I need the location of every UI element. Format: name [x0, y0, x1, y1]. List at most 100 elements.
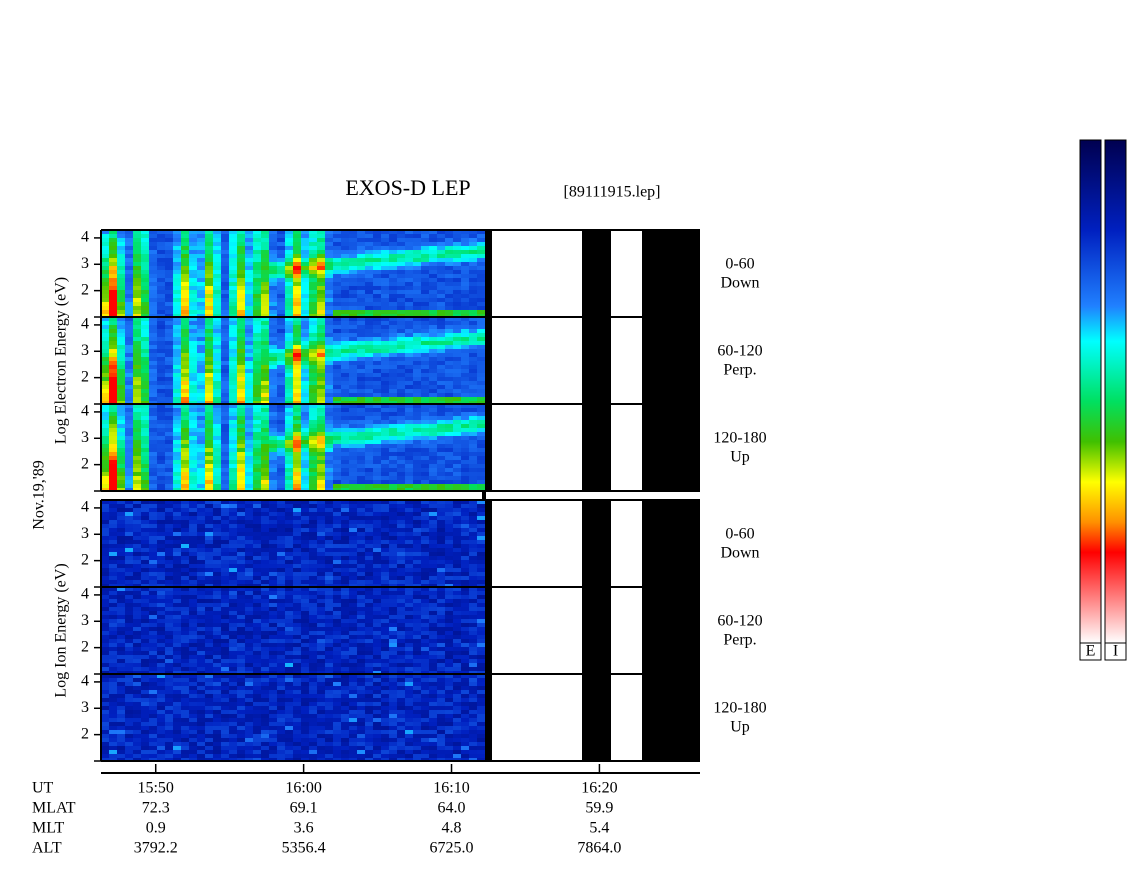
spectrogram-cell	[109, 329, 117, 333]
spectrogram-cell	[197, 595, 205, 599]
spectrogram-cell	[101, 536, 109, 540]
spectrogram-cell	[453, 230, 461, 234]
spectrogram-cell	[309, 556, 317, 560]
spectrogram-cell	[381, 544, 389, 548]
spectrogram-cell	[341, 377, 349, 381]
spectrogram-cell	[317, 234, 325, 238]
spectrogram-cell	[165, 580, 173, 584]
spectrogram-cell	[213, 397, 221, 401]
spectrogram-cell	[109, 258, 117, 262]
spectrogram-cell	[261, 246, 269, 250]
spectrogram-cell	[245, 631, 253, 635]
spectrogram-cell	[317, 349, 325, 353]
spectrogram-cell	[469, 480, 477, 484]
spectrogram-cell	[357, 500, 365, 504]
spectrogram-cell	[437, 385, 445, 389]
spectrogram-cell	[229, 428, 237, 432]
spectrogram-cell	[421, 306, 429, 310]
spectrogram-cell	[141, 544, 149, 548]
spectrogram-cell	[405, 468, 413, 472]
spectrogram-cell	[221, 635, 229, 639]
spectrogram-cell	[125, 456, 133, 460]
spectrogram-cell	[333, 623, 341, 627]
spectrogram-cell	[125, 274, 133, 278]
spectrogram-cell	[357, 647, 365, 651]
spectrogram-cell	[413, 412, 421, 416]
spectrogram-cell	[189, 464, 197, 468]
spectrogram-cell	[301, 345, 309, 349]
spectrogram-cell	[333, 611, 341, 615]
spectrogram-cell	[181, 544, 189, 548]
spectrogram-cell	[133, 587, 141, 591]
spectrogram-cell	[125, 611, 133, 615]
spectrogram-cell	[349, 381, 357, 385]
spectrogram-cell	[349, 635, 357, 639]
spectrogram-cell	[405, 290, 413, 294]
spectrogram-cell	[157, 607, 165, 611]
spectrogram-cell	[269, 258, 277, 262]
spectrogram-cell	[133, 568, 141, 572]
spectrogram-cell	[365, 404, 373, 408]
spectrogram-cell	[229, 468, 237, 472]
spectrogram-cell	[197, 572, 205, 576]
spectrogram-cell	[429, 329, 437, 333]
spectrogram-cell	[453, 369, 461, 373]
spectrogram-cell	[325, 603, 333, 607]
spectrogram-cell	[349, 286, 357, 290]
spectrogram-cell	[133, 548, 141, 552]
spectrogram-cell	[333, 357, 341, 361]
spectrogram-cell	[197, 373, 205, 377]
spectrogram-cell	[101, 250, 109, 254]
spectrogram-cell	[429, 532, 437, 536]
spectrogram-cell	[421, 528, 429, 532]
spectrogram-cell	[229, 416, 237, 420]
spectrogram-cell	[373, 266, 381, 270]
spectrogram-cell	[101, 389, 109, 393]
spectrogram-cell	[445, 452, 453, 456]
spectrogram-cell	[149, 317, 157, 321]
spectrogram-cell	[309, 286, 317, 290]
spectrogram-cell	[325, 627, 333, 631]
spectrogram-cell	[189, 373, 197, 377]
spectrogram-cell	[293, 444, 301, 448]
spectrogram-cell	[445, 436, 453, 440]
spectrogram-cell	[373, 595, 381, 599]
spectrogram-cell	[341, 647, 349, 651]
spectrogram-cell	[285, 643, 293, 647]
spectrogram-cell	[445, 353, 453, 357]
spectrogram-cell	[245, 568, 253, 572]
spectrogram-cell	[293, 242, 301, 246]
spectrogram-cell	[213, 647, 221, 651]
spectrogram-cell	[165, 428, 173, 432]
spectrogram-cell	[109, 306, 117, 310]
spectrogram-cell	[197, 607, 205, 611]
spectrogram-cell	[237, 548, 245, 552]
spectrogram-cell	[165, 564, 173, 568]
spectrogram-cell	[373, 270, 381, 274]
spectrogram-cell	[285, 412, 293, 416]
spectrogram-cell	[373, 587, 381, 591]
spectrogram-cell	[309, 242, 317, 246]
spectrogram-cell	[413, 544, 421, 548]
spectrogram-cell	[269, 619, 277, 623]
spectrogram-cell	[373, 552, 381, 556]
spectrogram-cell	[109, 266, 117, 270]
spectrogram-cell	[101, 444, 109, 448]
spectrogram-cell	[325, 306, 333, 310]
spectrogram-cell	[221, 373, 229, 377]
spectrogram-cell	[109, 540, 117, 544]
spectrogram-cell	[453, 508, 461, 512]
spectrogram-cell	[157, 404, 165, 408]
spectrogram-cell	[277, 397, 285, 401]
spectrogram-cell	[109, 528, 117, 532]
spectrogram-cell	[341, 448, 349, 452]
spectrogram-cell	[453, 544, 461, 548]
spectrogram-cell	[397, 504, 405, 508]
spectrogram-cell	[197, 353, 205, 357]
spectrogram-cell	[149, 464, 157, 468]
spectrogram-cell	[173, 278, 181, 282]
spectrogram-cell	[461, 516, 469, 520]
spectrogram-cell	[245, 615, 253, 619]
spectrogram-cell	[141, 262, 149, 266]
spectrogram-cell	[293, 381, 301, 385]
